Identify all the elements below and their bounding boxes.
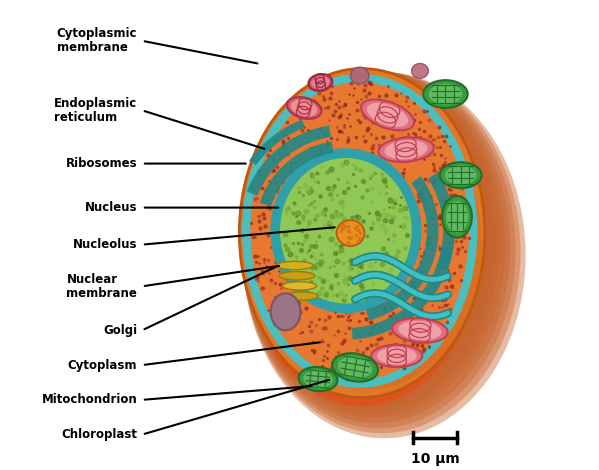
Ellipse shape: [332, 353, 378, 382]
Ellipse shape: [246, 78, 473, 384]
Ellipse shape: [239, 69, 485, 398]
Ellipse shape: [240, 73, 484, 399]
Ellipse shape: [240, 71, 484, 399]
Ellipse shape: [286, 292, 318, 300]
Ellipse shape: [243, 85, 481, 403]
Ellipse shape: [242, 80, 482, 401]
Ellipse shape: [242, 79, 482, 401]
Ellipse shape: [246, 93, 479, 406]
Ellipse shape: [271, 293, 301, 330]
Ellipse shape: [377, 347, 417, 365]
Polygon shape: [412, 176, 438, 254]
Text: Nucleus: Nucleus: [85, 201, 137, 214]
Ellipse shape: [267, 113, 438, 261]
Text: Cytoplasm: Cytoplasm: [68, 359, 137, 372]
Ellipse shape: [256, 100, 482, 390]
Ellipse shape: [412, 63, 428, 78]
Text: 10 μm: 10 μm: [411, 452, 459, 466]
Ellipse shape: [241, 70, 500, 413]
Text: Ribosomes: Ribosomes: [66, 157, 137, 170]
Ellipse shape: [279, 272, 315, 280]
Ellipse shape: [243, 72, 525, 439]
Ellipse shape: [239, 69, 485, 398]
Ellipse shape: [392, 318, 447, 343]
Ellipse shape: [241, 75, 483, 400]
Ellipse shape: [244, 86, 480, 404]
Ellipse shape: [245, 93, 479, 406]
Polygon shape: [366, 251, 435, 321]
Ellipse shape: [244, 88, 480, 404]
Polygon shape: [249, 119, 305, 165]
Ellipse shape: [350, 67, 369, 84]
Ellipse shape: [304, 370, 332, 388]
Ellipse shape: [240, 70, 485, 398]
Ellipse shape: [241, 71, 510, 423]
Ellipse shape: [243, 84, 481, 403]
Ellipse shape: [244, 90, 480, 405]
Polygon shape: [428, 172, 455, 271]
Ellipse shape: [398, 321, 441, 340]
Polygon shape: [260, 141, 334, 206]
Ellipse shape: [276, 261, 313, 270]
Polygon shape: [352, 246, 453, 339]
Ellipse shape: [243, 82, 482, 402]
Ellipse shape: [423, 80, 468, 108]
Ellipse shape: [338, 357, 373, 378]
Ellipse shape: [287, 97, 321, 119]
Ellipse shape: [243, 72, 521, 433]
Ellipse shape: [243, 83, 481, 402]
Ellipse shape: [446, 201, 468, 233]
Ellipse shape: [241, 76, 483, 400]
Text: Nuclear
membrane: Nuclear membrane: [66, 273, 137, 300]
Ellipse shape: [245, 91, 479, 405]
Ellipse shape: [440, 162, 482, 188]
Text: Golgi: Golgi: [103, 324, 137, 337]
Ellipse shape: [379, 137, 434, 162]
Ellipse shape: [429, 84, 462, 104]
Ellipse shape: [361, 100, 414, 130]
Ellipse shape: [243, 81, 482, 402]
Ellipse shape: [445, 165, 476, 185]
Polygon shape: [247, 125, 331, 196]
Ellipse shape: [367, 103, 408, 127]
Ellipse shape: [442, 196, 472, 238]
Ellipse shape: [245, 92, 479, 405]
Ellipse shape: [240, 70, 485, 398]
Text: Cytoplasmic
membrane: Cytoplasmic membrane: [57, 27, 137, 54]
Ellipse shape: [242, 78, 482, 401]
Ellipse shape: [308, 74, 332, 91]
Ellipse shape: [241, 70, 505, 418]
Ellipse shape: [241, 77, 483, 400]
Ellipse shape: [241, 74, 483, 399]
Ellipse shape: [240, 72, 484, 399]
Text: Mitochondrion: Mitochondrion: [41, 393, 137, 407]
Ellipse shape: [244, 89, 480, 404]
Text: Nucleolus: Nucleolus: [73, 238, 137, 251]
Ellipse shape: [281, 159, 411, 303]
Ellipse shape: [311, 76, 329, 89]
Ellipse shape: [243, 83, 482, 402]
Ellipse shape: [244, 87, 480, 404]
Ellipse shape: [371, 345, 422, 367]
Ellipse shape: [283, 282, 316, 290]
Ellipse shape: [337, 220, 364, 246]
Ellipse shape: [241, 78, 483, 400]
Ellipse shape: [240, 70, 495, 408]
Ellipse shape: [244, 86, 480, 403]
Ellipse shape: [299, 367, 337, 391]
Ellipse shape: [291, 100, 317, 117]
Ellipse shape: [240, 73, 483, 399]
Ellipse shape: [275, 153, 416, 308]
Text: Chloroplast: Chloroplast: [61, 428, 137, 441]
Ellipse shape: [242, 71, 515, 428]
Ellipse shape: [385, 140, 428, 159]
Text: Endoplasmic
reticulum: Endoplasmic reticulum: [54, 97, 137, 124]
